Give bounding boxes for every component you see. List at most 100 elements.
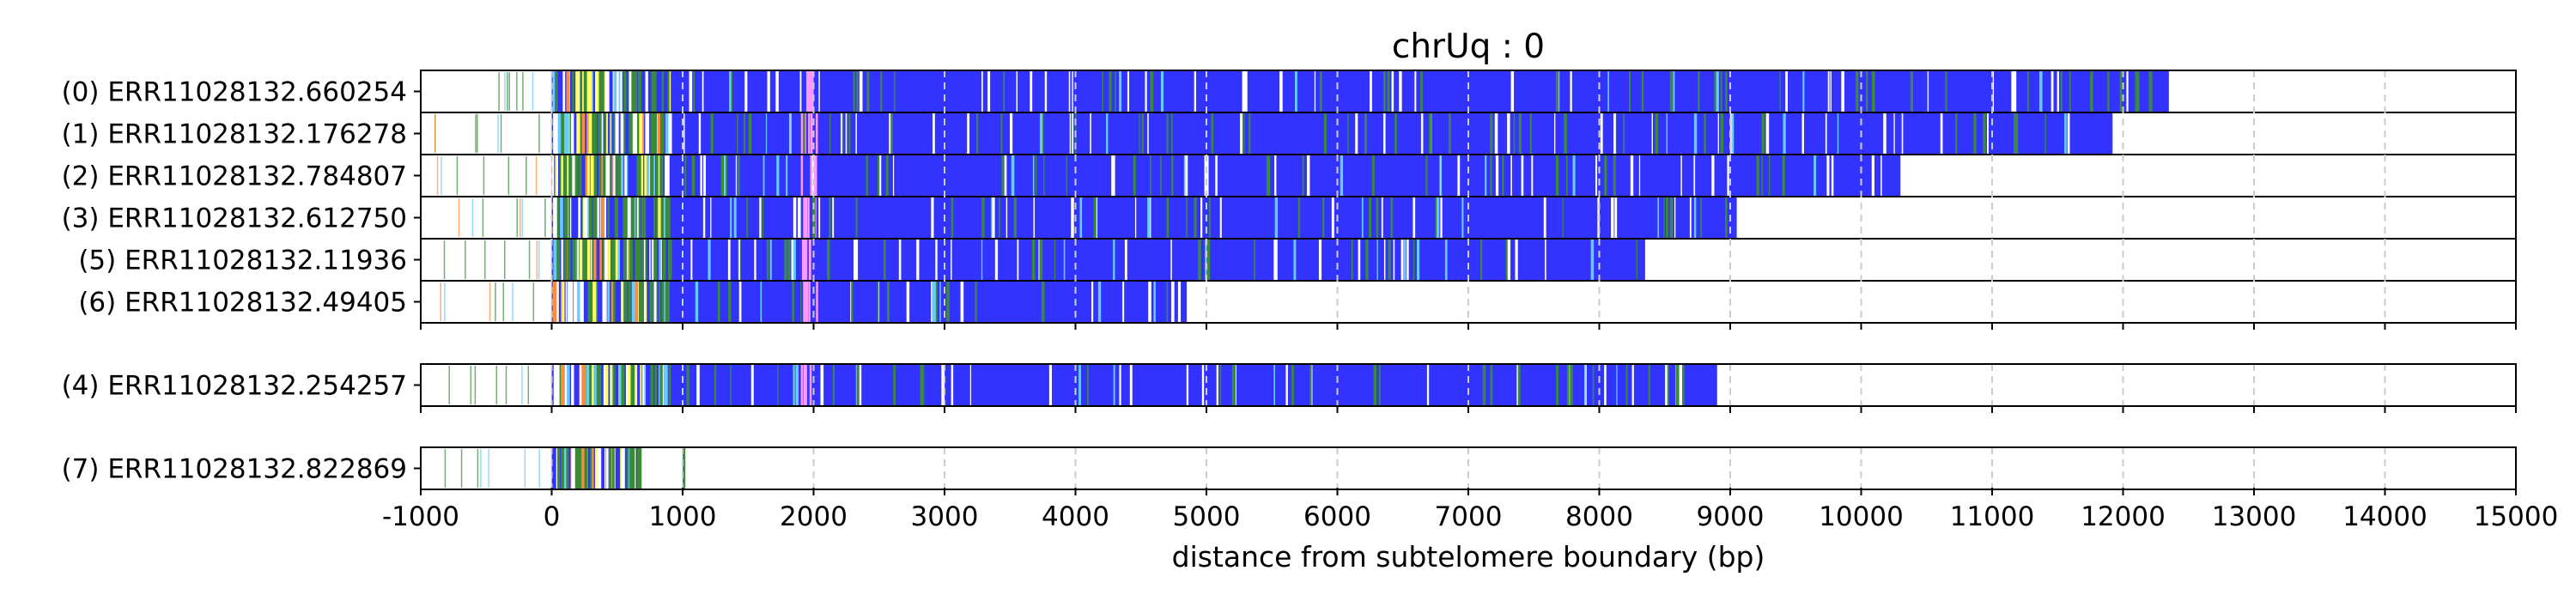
read-stripe: [1657, 197, 1660, 238]
read-stripe: [810, 155, 812, 196]
read-stripe: [577, 448, 581, 489]
read-stripe: [615, 240, 619, 280]
read-stripe: [1204, 155, 1208, 196]
read-stripe: [898, 240, 901, 280]
read-stripe: [606, 155, 611, 196]
read-stripe: [577, 240, 579, 280]
read-label: (1) ERR11028132.176278: [62, 119, 407, 150]
read-stripe: [565, 240, 569, 280]
read-stripe: [2107, 71, 2110, 112]
read-stripe: [619, 71, 621, 112]
read-stripe: [2090, 71, 2093, 112]
read-stripe: [1403, 240, 1406, 280]
read-stripe: [853, 71, 855, 112]
read-stripe: [605, 71, 608, 112]
read-stripe: [570, 155, 574, 196]
read-stripe: [1802, 71, 1805, 112]
read-stripe: [1391, 71, 1394, 112]
read-stripe: [803, 240, 806, 280]
read-stripe: [1254, 240, 1255, 280]
read-stripe: [1814, 155, 1817, 196]
read-stripe: [1171, 282, 1175, 322]
x-tick-label: 1000: [649, 501, 717, 532]
read-label: (0) ERR11028132.660254: [62, 77, 407, 108]
read-stripe: [775, 71, 779, 112]
x-tick-label: 10000: [1819, 501, 1904, 532]
read-stripe: [554, 113, 558, 154]
read-stripe: [2050, 71, 2054, 112]
read-stripe: [1376, 197, 1379, 238]
read-stripe: [592, 155, 597, 196]
read-stripe: [596, 197, 598, 238]
read-stripe: [607, 71, 610, 112]
read-stripe: [1068, 71, 1071, 112]
read-stripe: [575, 282, 578, 322]
read-stripe: [1782, 155, 1785, 196]
read-stripe: [1323, 113, 1327, 154]
read-stripe: [582, 197, 586, 238]
read-stripe: [748, 113, 752, 154]
read-stripe: [628, 282, 631, 322]
read-stripe: [635, 240, 639, 280]
read-stripe: [829, 113, 831, 154]
read-stripe: [1490, 365, 1493, 405]
read-stripe: [1160, 155, 1162, 196]
read-stripe: [829, 197, 831, 238]
read-stripe: [1000, 113, 1003, 154]
read-stripe: [1096, 197, 1097, 238]
read-stripe: [1331, 197, 1334, 238]
read-stripe: [1700, 197, 1702, 238]
read-stripe: [630, 365, 634, 405]
read-stripe: [624, 155, 627, 196]
read-stripe: [1510, 155, 1512, 196]
read-stripe: [2014, 113, 2017, 154]
read-stripe: [1638, 155, 1641, 196]
read-stripe: [2011, 71, 2014, 112]
read-stripe: [607, 197, 610, 238]
read-stripe: [595, 113, 598, 154]
read-track: [498, 71, 2169, 112]
read-stripe: [1457, 155, 1461, 196]
read-stripe: [931, 282, 933, 322]
read-stripe: [652, 240, 654, 280]
read-stripe: [482, 198, 484, 237]
read-stripe: [981, 71, 983, 112]
read-stripe: [585, 71, 589, 112]
read-stripe: [621, 282, 624, 322]
read-stripe: [609, 155, 612, 196]
read-stripe: [590, 365, 594, 405]
read-stripe: [607, 282, 611, 322]
read-stripe: [816, 282, 818, 322]
read-stripe: [1669, 197, 1674, 238]
read-stripe: [1005, 197, 1008, 238]
read-stripe: [1623, 113, 1625, 154]
read-stripe: [906, 282, 910, 322]
read-stripe: [586, 113, 589, 154]
read-stripe: [859, 71, 863, 112]
read-stripe: [808, 113, 811, 154]
read-stripe: [638, 448, 642, 489]
read-stripe: [1186, 197, 1188, 238]
read-stripe: [583, 71, 587, 112]
read-stripe: [841, 113, 842, 154]
read-stripe: [460, 449, 463, 488]
read-stripe: [668, 365, 671, 405]
read-stripe: [582, 240, 586, 280]
read-stripe: [791, 240, 794, 280]
read-stripe: [1490, 113, 1493, 154]
read-stripe: [589, 365, 592, 405]
read-stripe: [2069, 71, 2071, 112]
read-stripe: [1420, 71, 1423, 112]
read-stripe: [976, 113, 979, 154]
panel-background: [421, 447, 2516, 489]
read-stripe: [574, 282, 577, 322]
read-stripe: [643, 282, 646, 322]
read-stripe: [647, 155, 650, 196]
read-stripe: [612, 282, 616, 322]
read-stripe: [812, 155, 816, 196]
read-stripe: [562, 282, 565, 322]
read-stripe: [629, 448, 633, 489]
read-stripe: [641, 113, 645, 154]
read-stripe: [1556, 71, 1559, 112]
